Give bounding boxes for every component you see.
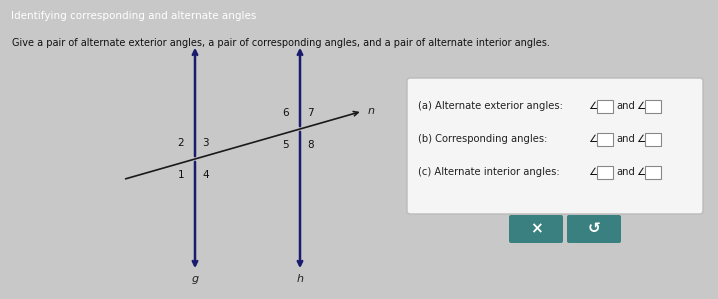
Text: Give a pair of alternate exterior angles, a pair of corresponding angles, and a : Give a pair of alternate exterior angles… (12, 38, 550, 48)
Text: (c) Alternate interior angles:: (c) Alternate interior angles: (418, 167, 559, 177)
Text: and: and (616, 134, 635, 144)
FancyBboxPatch shape (597, 132, 612, 146)
Text: g: g (192, 274, 199, 284)
Text: ∠: ∠ (588, 134, 597, 144)
Text: ∠: ∠ (636, 167, 645, 177)
Text: ∠: ∠ (588, 167, 597, 177)
Text: 7: 7 (307, 108, 314, 118)
Text: n: n (368, 106, 375, 116)
Text: Identifying corresponding and alternate angles: Identifying corresponding and alternate … (11, 11, 256, 22)
Text: ∠: ∠ (588, 101, 597, 111)
FancyBboxPatch shape (645, 166, 661, 179)
Text: 6: 6 (282, 108, 289, 118)
Text: h: h (297, 274, 304, 284)
Text: ×: × (530, 222, 542, 237)
FancyBboxPatch shape (567, 215, 621, 243)
FancyBboxPatch shape (597, 100, 612, 112)
FancyBboxPatch shape (645, 100, 661, 112)
Text: and: and (616, 101, 635, 111)
FancyBboxPatch shape (407, 78, 703, 214)
Text: ∠: ∠ (636, 101, 645, 111)
Text: 3: 3 (202, 138, 209, 148)
Text: 1: 1 (177, 170, 184, 180)
Text: ↺: ↺ (587, 222, 600, 237)
Text: 5: 5 (282, 140, 289, 150)
Text: 8: 8 (307, 140, 314, 150)
Text: and: and (616, 167, 635, 177)
Text: (b) Corresponding angles:: (b) Corresponding angles: (418, 134, 547, 144)
FancyBboxPatch shape (645, 132, 661, 146)
FancyBboxPatch shape (597, 166, 612, 179)
FancyBboxPatch shape (509, 215, 563, 243)
Text: 4: 4 (202, 170, 209, 180)
Text: 2: 2 (177, 138, 184, 148)
Text: ∠: ∠ (636, 134, 645, 144)
Text: (a) Alternate exterior angles:: (a) Alternate exterior angles: (418, 101, 563, 111)
